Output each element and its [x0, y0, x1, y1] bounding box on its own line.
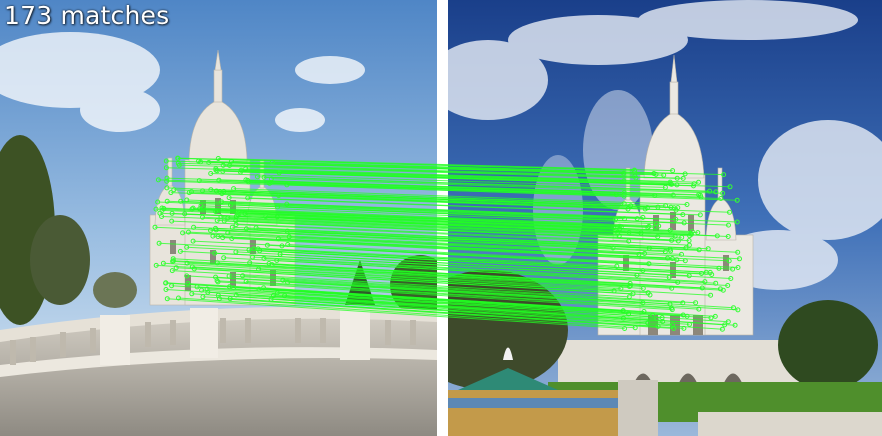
right-terrace: [558, 340, 808, 385]
left-clouds: [0, 32, 365, 132]
right-carousel: [448, 347, 618, 436]
left-balustrade: [0, 306, 437, 436]
image-separator: [437, 0, 448, 436]
right-photo: [448, 0, 882, 436]
match-count-label: 173 matches: [4, 1, 170, 30]
left-photo: [0, 0, 437, 436]
right-railing: [698, 412, 882, 436]
